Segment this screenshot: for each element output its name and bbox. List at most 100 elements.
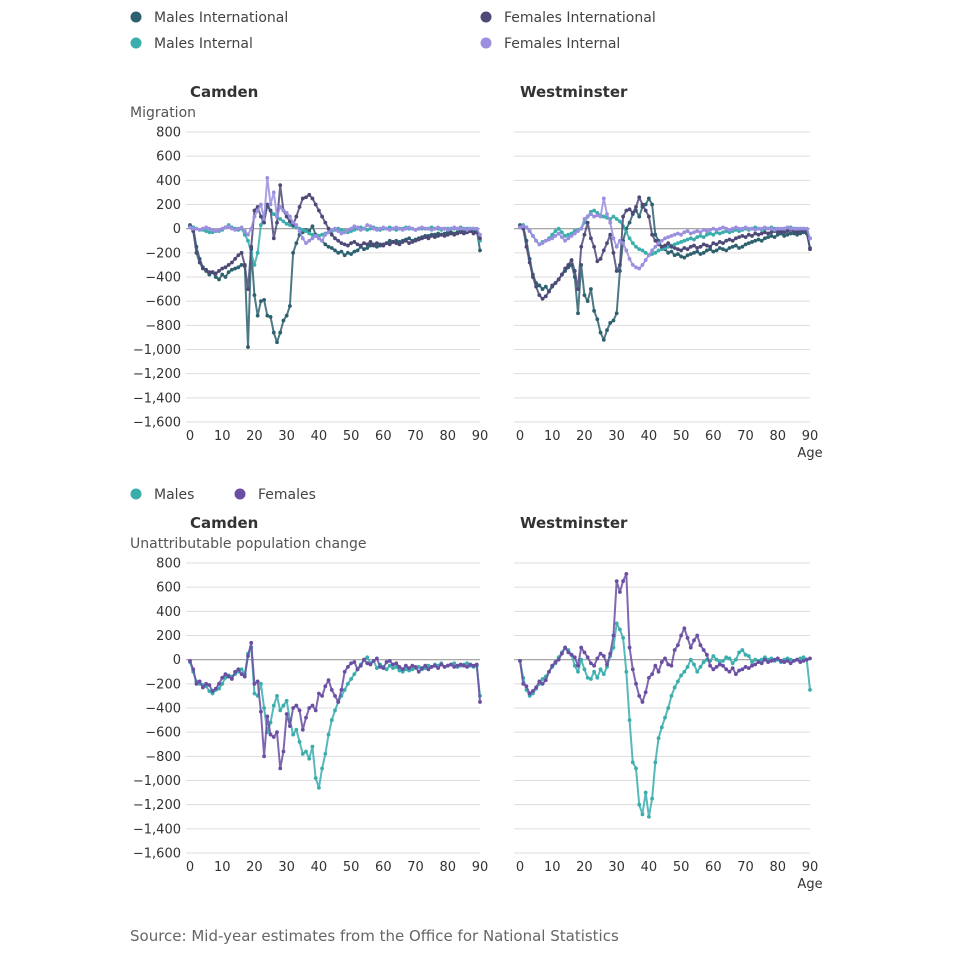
data-point: [775, 656, 780, 661]
data-point: [524, 684, 529, 689]
legend-item[interactable]: Males International: [130, 10, 289, 26]
data-point: [207, 689, 212, 693]
data-point: [352, 227, 357, 232]
data-point: [695, 246, 700, 250]
data-point: [197, 679, 202, 684]
data-point: [478, 232, 482, 237]
data-point: [217, 686, 221, 691]
legend-item[interactable]: Females International: [480, 10, 656, 26]
data-point: [326, 732, 331, 737]
data-point: [605, 212, 609, 217]
data-point: [566, 650, 571, 655]
y-tick-label: 400: [156, 605, 181, 620]
series-females: [518, 571, 812, 704]
data-point: [643, 258, 648, 262]
data-point: [727, 246, 732, 250]
data-point: [262, 754, 267, 759]
legend-item[interactable]: Males: [130, 487, 195, 503]
data-point: [358, 243, 363, 248]
data-point: [624, 248, 629, 253]
legend-item[interactable]: Females Internal: [480, 36, 621, 52]
data-point: [634, 205, 638, 209]
data-point: [284, 313, 289, 318]
data-point: [711, 232, 716, 237]
legend-item[interactable]: Males Internal: [130, 36, 253, 52]
data-point: [326, 230, 331, 235]
data-point: [721, 658, 725, 663]
data-point: [630, 211, 635, 215]
x-tick-label: 50: [343, 860, 360, 875]
y-tick-label: −800: [145, 319, 181, 334]
data-point: [291, 732, 296, 737]
legend-label: Males: [154, 487, 194, 503]
data-point: [275, 694, 279, 698]
data-point: [275, 220, 279, 225]
data-point: [518, 225, 522, 230]
series-females: [188, 640, 482, 771]
data-point: [226, 224, 231, 229]
data-point: [329, 718, 334, 722]
data-point: [782, 230, 787, 235]
legend-item[interactable]: Females: [234, 487, 316, 503]
y-tick-label: −600: [145, 295, 181, 310]
data-point: [627, 220, 632, 225]
data-point: [740, 667, 745, 672]
data-point: [605, 241, 609, 246]
data-point: [737, 246, 742, 250]
x-tick-label: 10: [214, 860, 231, 875]
data-point: [242, 232, 247, 237]
x-tick-label: 20: [576, 429, 593, 444]
data-point: [281, 208, 286, 213]
data-point: [368, 240, 373, 244]
data-point: [746, 232, 751, 237]
data-point: [246, 287, 250, 291]
data-point: [704, 248, 709, 253]
data-point: [550, 232, 555, 237]
data-point: [572, 655, 577, 660]
data-point: [717, 662, 722, 667]
x-tick-label: 80: [770, 429, 787, 444]
data-point: [576, 669, 580, 674]
data-point: [271, 190, 276, 195]
x-tick-label: 30: [608, 429, 625, 444]
data-point: [213, 271, 218, 276]
data-point: [300, 227, 305, 232]
data-point: [534, 284, 539, 289]
data-point: [413, 238, 418, 243]
data-point: [704, 229, 709, 233]
data-point: [436, 225, 441, 230]
data-point: [592, 214, 597, 219]
data-point: [601, 248, 606, 253]
data-point: [352, 672, 357, 677]
data-point: [646, 214, 651, 219]
data-point: [621, 241, 626, 246]
data-point: [743, 665, 748, 669]
data-point: [265, 176, 270, 180]
data-point: [795, 657, 800, 662]
x-tick-label: 20: [576, 860, 593, 875]
data-point: [711, 654, 716, 658]
data-point: [617, 269, 622, 273]
data-point: [416, 237, 421, 242]
data-point: [229, 677, 234, 681]
data-point: [666, 241, 671, 246]
data-point: [685, 237, 690, 242]
data-point: [688, 244, 693, 249]
data-point: [598, 667, 603, 672]
data-point: [527, 260, 532, 265]
x-tick-label: 40: [311, 860, 328, 875]
series-line: [519, 572, 811, 703]
data-point: [624, 230, 629, 235]
data-point: [559, 235, 564, 240]
data-point: [342, 687, 347, 692]
data-point: [229, 226, 234, 231]
data-point: [478, 236, 482, 241]
data-point: [608, 651, 613, 656]
y-tick-label: 800: [156, 126, 181, 141]
data-point: [294, 727, 299, 732]
data-point: [465, 661, 470, 666]
data-point: [808, 236, 812, 241]
data-point: [608, 321, 613, 325]
data-point: [374, 666, 379, 671]
data-point: [733, 225, 738, 230]
